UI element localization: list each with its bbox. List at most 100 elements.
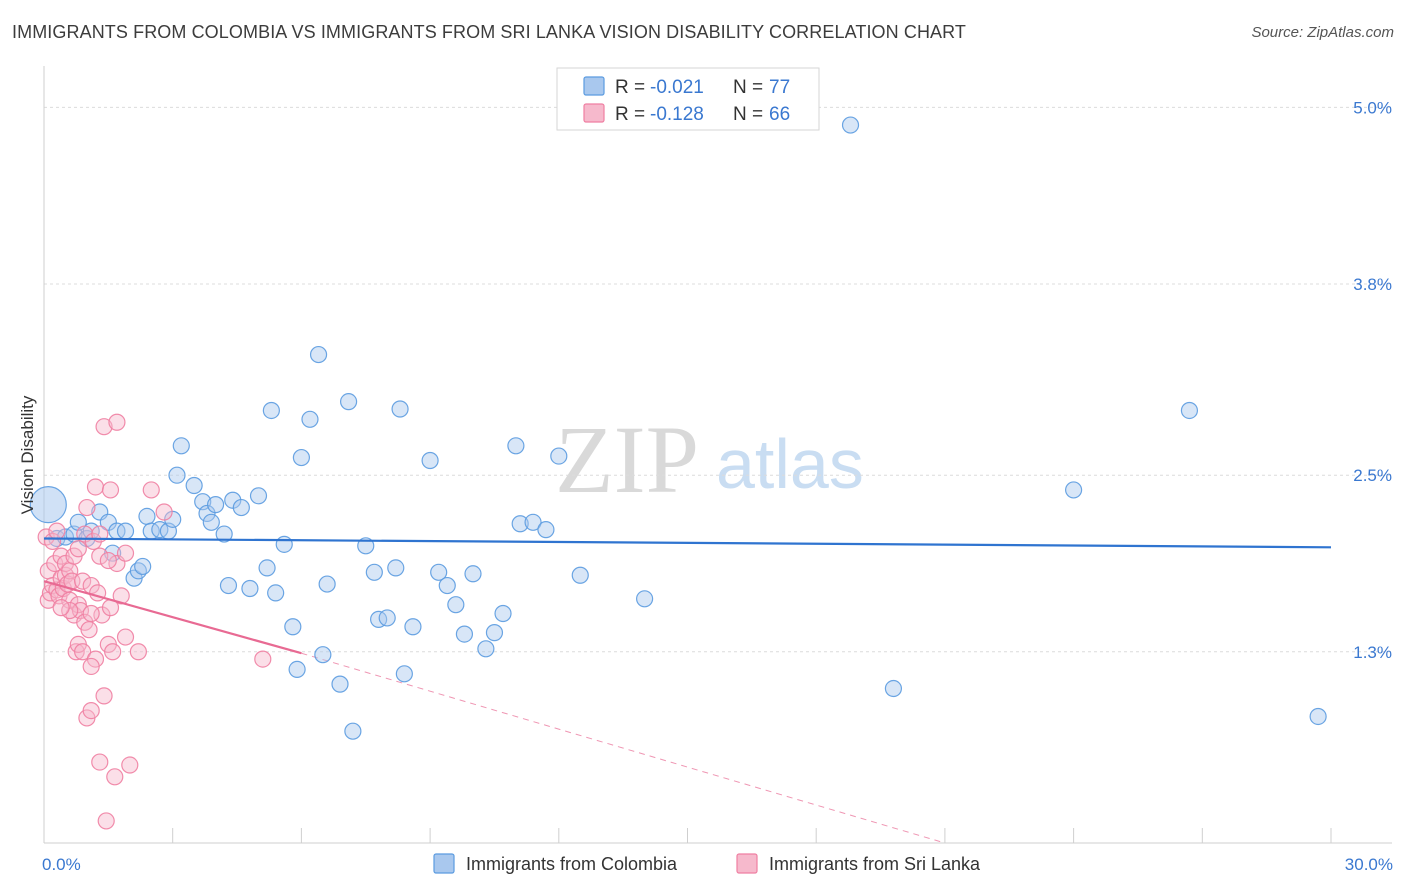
trend-extension-srilanka (301, 652, 946, 844)
data-point-srilanka (254, 650, 272, 668)
data-point-colombia (1309, 707, 1327, 726)
y-axis-title: Vision Disability (18, 395, 37, 514)
data-point-colombia (29, 486, 67, 524)
data-point-colombia (185, 476, 203, 495)
data-point-colombia (339, 393, 358, 411)
source-label: Source: ZipAtlas.com (1251, 24, 1394, 41)
watermark-atlas: atlas (716, 425, 864, 503)
data-point-colombia (357, 537, 375, 555)
data-point-srilanka (129, 643, 147, 661)
x-tick-label: 30.0% (1345, 855, 1393, 874)
data-point-srilanka (86, 478, 105, 496)
data-point-srilanka (116, 628, 135, 646)
data-point-colombia (477, 640, 495, 658)
bottom-legend-label-colombia: Immigrants from Colombia (466, 854, 678, 874)
data-point-colombia (116, 522, 135, 540)
data-point-colombia (571, 566, 589, 584)
data-point-colombia (485, 624, 504, 642)
data-point-colombia (134, 557, 152, 576)
data-point-colombia (404, 618, 422, 636)
data-point-colombia (884, 679, 903, 698)
data-point-srilanka (78, 498, 96, 517)
data-point-colombia (370, 610, 388, 628)
chart-title: IMMIGRANTS FROM COLOMBIA VS IMMIGRANTS F… (12, 22, 967, 42)
data-point-colombia (172, 437, 190, 455)
legend-r-value-colombia: -0.021 (650, 77, 704, 98)
legend-n-value-colombia: 77 (769, 77, 790, 98)
legend-swatch-srilanka (583, 103, 605, 123)
data-point-srilanka (48, 522, 66, 540)
data-point-colombia (378, 609, 396, 627)
data-point-srilanka (69, 540, 87, 558)
data-point-colombia (421, 451, 439, 470)
legend-n-label-colombia: N = (733, 77, 763, 98)
data-point-colombia (314, 646, 332, 664)
data-point-colombia (151, 521, 169, 539)
data-point-colombia (318, 575, 336, 593)
data-point-colombia (224, 491, 242, 509)
data-point-srilanka (91, 753, 109, 771)
legend-n-label-srilanka: N = (733, 104, 763, 125)
data-point-srilanka (142, 481, 160, 499)
bottom-legend: Immigrants from Colombia Immigrants from… (433, 853, 981, 874)
legend-n-value-srilanka: 66 (769, 104, 790, 125)
y-tick-label: 3.8% (1353, 275, 1392, 294)
data-point-colombia (1064, 481, 1083, 499)
data-point-colombia (284, 618, 302, 636)
data-point-colombia (507, 437, 525, 455)
trendline-colombia (43, 537, 1332, 549)
data-point-colombia (258, 559, 276, 577)
data-point-colombia (438, 576, 456, 595)
data-point-colombia (99, 513, 117, 531)
data-point-colombia (365, 563, 383, 581)
trendline-srilanka (43, 580, 302, 655)
bottom-legend-swatch-colombia (433, 853, 455, 874)
data-point-colombia (168, 466, 186, 484)
data-point-colombia (494, 604, 512, 623)
data-point-colombia (464, 565, 482, 583)
data-point-srilanka (82, 657, 100, 676)
bottom-legend-swatch-srilanka (736, 853, 758, 874)
data-point-srilanka (95, 418, 113, 436)
data-point-srilanka (121, 756, 139, 774)
data-point-colombia (395, 665, 413, 683)
data-point-colombia (232, 498, 250, 517)
watermark-zip: ZIP (555, 406, 699, 513)
data-point-srilanka (93, 606, 111, 624)
legend-r-label-srilanka: R = (615, 104, 645, 125)
data-point-colombia (511, 515, 529, 533)
data-point-colombia (202, 513, 220, 531)
data-point-colombia (635, 590, 654, 608)
legend-r-label-colombia: R = (615, 77, 645, 98)
data-point-colombia (275, 535, 293, 553)
legend-box: R = -0.021 N = 77 R = -0.128 N = 66 (556, 67, 820, 131)
data-point-colombia (447, 596, 465, 614)
data-point-colombia (267, 584, 285, 602)
data-point-colombia (262, 401, 280, 420)
data-point-colombia (1180, 401, 1199, 420)
data-point-colombia (288, 660, 306, 679)
data-point-colombia (309, 345, 328, 364)
data-point-colombia (301, 410, 319, 428)
data-point-colombia (138, 507, 156, 526)
data-point-colombia (292, 448, 310, 467)
data-point-srilanka (91, 547, 109, 565)
data-point-colombia (387, 559, 405, 577)
data-point-colombia (249, 487, 268, 505)
data-point-srilanka (108, 413, 126, 431)
data-point-colombia (391, 400, 409, 418)
data-point-colombia (455, 625, 474, 643)
bottom-legend-label-srilanka: Immigrants from Sri Lanka (769, 854, 981, 874)
legend-swatch-colombia (583, 76, 605, 96)
data-point-colombia (219, 576, 238, 595)
y-tick-label: 1.3% (1353, 643, 1392, 662)
data-point-srilanka (116, 544, 135, 562)
data-point-colombia (241, 579, 259, 598)
y-tick-label: 5.0% (1353, 98, 1392, 117)
data-point-colombia (537, 521, 555, 539)
data-point-colombia (430, 563, 448, 581)
data-point-srilanka (97, 812, 115, 830)
data-point-srilanka (101, 481, 120, 499)
data-point-srilanka (74, 643, 92, 661)
